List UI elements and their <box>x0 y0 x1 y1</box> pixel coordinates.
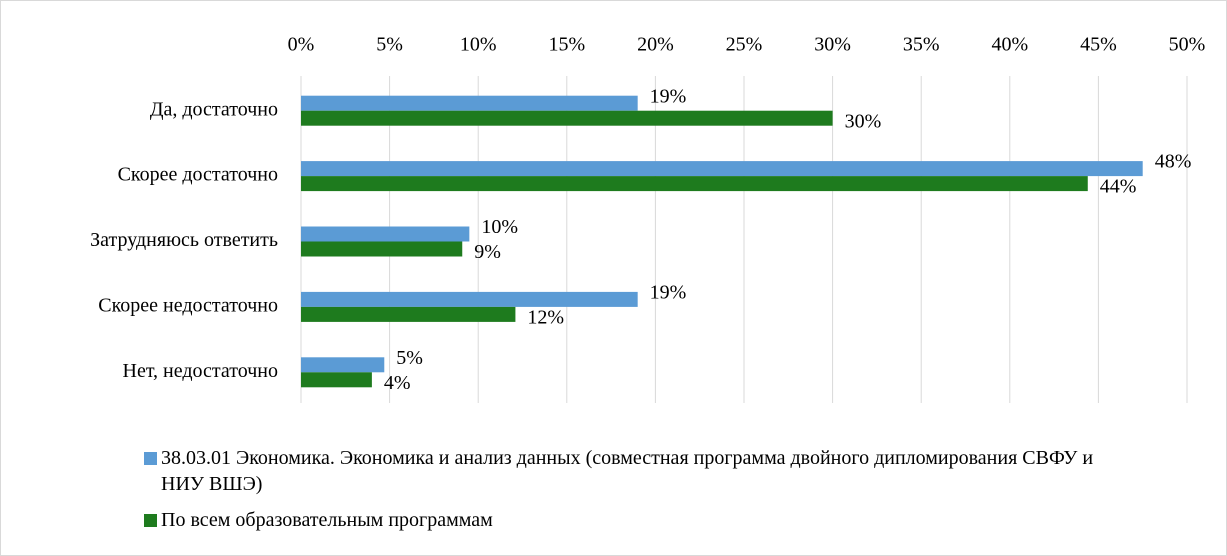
y-tick-label: Да, достаточно <box>150 98 278 120</box>
x-tick-label: 35% <box>903 34 940 56</box>
legend-swatch <box>144 452 157 465</box>
x-tick-label: 10% <box>460 34 497 56</box>
bar <box>301 110 833 126</box>
data-label: 19% <box>650 281 687 303</box>
x-tick-label: 50% <box>1169 34 1206 56</box>
y-tick-label: Нет, недостаточно <box>123 360 279 382</box>
x-tick-label: 45% <box>1080 34 1117 56</box>
legend-label: По всем образовательным программам <box>161 509 493 531</box>
legend-item: 38.03.01 Экономика. Экономика и анализ д… <box>144 445 1134 497</box>
data-label: 12% <box>527 306 564 328</box>
legend: 38.03.01 Экономика. Экономика и анализ д… <box>144 445 1134 543</box>
bar <box>301 226 470 242</box>
x-tick-label: 20% <box>637 34 674 56</box>
x-tick-label: 15% <box>548 34 585 56</box>
y-tick-label: Затрудняюсь ответить <box>90 229 278 251</box>
x-tick-label: 30% <box>814 34 851 56</box>
data-label: 10% <box>481 216 518 238</box>
data-label: 5% <box>396 347 423 369</box>
bar <box>301 306 516 322</box>
data-label: 30% <box>845 110 882 132</box>
x-tick-label: 40% <box>991 34 1028 56</box>
y-tick-label: Скорее недостаточно <box>98 294 278 316</box>
legend-label: 38.03.01 Экономика. Экономика и анализ д… <box>161 447 1094 495</box>
data-label: 48% <box>1155 151 1192 173</box>
bar <box>301 95 638 111</box>
legend-swatch <box>144 514 157 527</box>
data-label: 44% <box>1100 176 1137 198</box>
x-tick-label: 0% <box>288 34 315 56</box>
x-tick-label: 5% <box>376 34 403 56</box>
bar <box>301 176 1088 192</box>
data-label: 4% <box>384 372 411 394</box>
data-label: 9% <box>474 241 501 263</box>
bar <box>301 372 372 388</box>
data-label: 19% <box>650 85 687 107</box>
bar <box>301 161 1143 177</box>
y-tick-label: Скорее достаточно <box>118 164 278 186</box>
plot: 0% 5% 10% 15% 20% 25% 30% 35% 40% 45% 50% Да, доста… <box>90 34 1206 403</box>
legend-item: По всем образовательным программам <box>144 507 1134 533</box>
bar <box>301 357 385 373</box>
bar <box>301 291 638 307</box>
x-tick-label: 25% <box>726 34 763 56</box>
bar <box>301 241 463 257</box>
